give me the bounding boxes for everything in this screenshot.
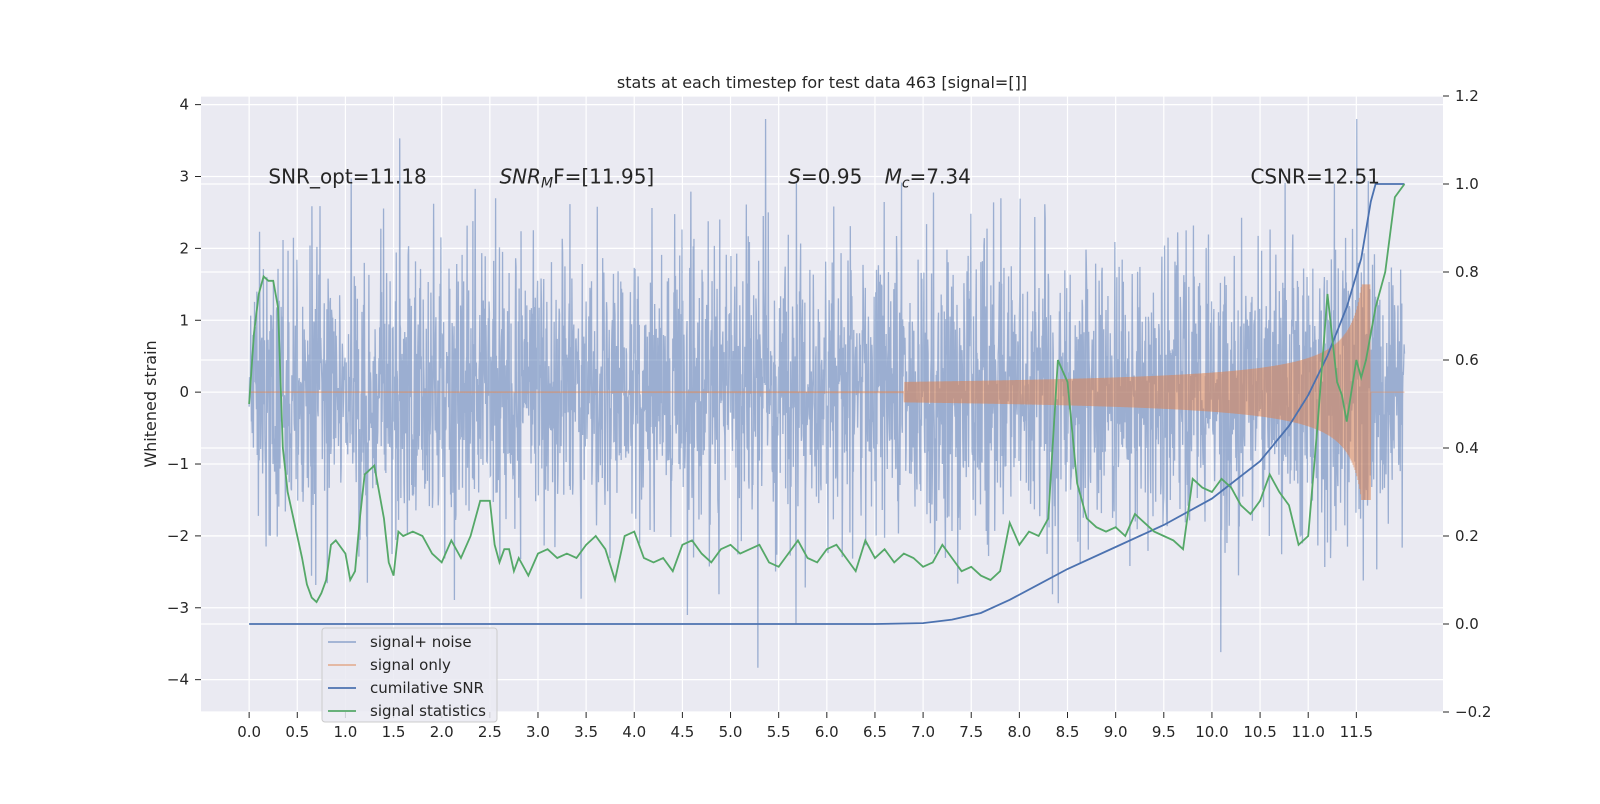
x-tick-label: 1.0 [333, 723, 357, 741]
axes: 0.0 0.5 1.0 1.5 2.0 2.5 3.0 3.5 4.0 4.5 5.0 5.5 6.0 6… [167, 87, 1492, 741]
y-tick-label: −4 [167, 671, 189, 689]
x-tick-label: 5.5 [767, 723, 791, 741]
legend-label: cumilative SNR [370, 679, 484, 697]
annotation-rest: F=[11.95] [553, 165, 654, 189]
y-tick-label: 1 [179, 311, 189, 329]
y2-tick-label: 0.8 [1455, 263, 1479, 281]
legend-box [321, 627, 498, 723]
series-signal-statistics [248, 183, 1406, 604]
y-tick-label: 4 [179, 96, 189, 114]
y-tick-label: −3 [167, 599, 189, 617]
y2-tick-label: −0.2 [1455, 703, 1491, 721]
annotation-3: Mc=7.34 [885, 165, 971, 192]
y2-tick-label: 1.0 [1455, 175, 1479, 193]
x-tick-label: 6.0 [815, 723, 839, 741]
annotations: SNR_opt=11.18 SNRMF=[11.95] S=0.95 Mc=7.34 C… [268, 165, 1380, 192]
x-tick-label: 0.5 [285, 723, 309, 741]
x-tick-label: 3.5 [574, 723, 598, 741]
x-tick-label: 0.0 [237, 723, 261, 741]
y2-tick-label: 0.4 [1455, 439, 1479, 457]
x-tick-label: 8.0 [1007, 723, 1031, 741]
x-tick-label: 4.5 [670, 723, 694, 741]
annotation-main: S [788, 165, 801, 189]
annotation-subscript: M [541, 176, 553, 192]
annotation-rest: =7.34 [910, 165, 971, 189]
annotation-main: SNR [499, 165, 541, 189]
annotation-rest: =0.95 [801, 165, 862, 189]
series-signal-only [248, 284, 1405, 500]
x-tick-label: 11.5 [1340, 723, 1373, 741]
y2-tick-label: 1.2 [1455, 87, 1479, 105]
series-layer [248, 118, 1406, 668]
legend: signal+ noise signal only cumilative SNR si… [321, 627, 498, 723]
y2-tick-label: 0.0 [1455, 615, 1479, 633]
x-tick-label: 2.0 [430, 723, 454, 741]
x-tick-label: 9.5 [1152, 723, 1176, 741]
annotation-subscript: c [902, 176, 910, 192]
annotation-main: M [885, 165, 902, 189]
legend-label: signal only [370, 656, 451, 674]
x-tick-label: 9.0 [1104, 723, 1128, 741]
y-tick-label: 2 [179, 239, 189, 257]
x-tick-label: 7.5 [959, 723, 983, 741]
chart-title: stats at each timestep for test data 463… [617, 73, 1027, 92]
y-tick-label: −2 [167, 527, 189, 545]
x-tick-label: 3.0 [526, 723, 550, 741]
legend-label: signal statistics [370, 702, 486, 720]
x-tick-label: 1.5 [382, 723, 406, 741]
y-axis-label: Whitened strain [141, 340, 160, 467]
x-tick-label: 2.5 [478, 723, 502, 741]
annotation-0: SNR_opt=11.18 [268, 165, 426, 189]
x-tick-label: 8.5 [1056, 723, 1080, 741]
x-tick-label: 10.5 [1243, 723, 1276, 741]
x-tick-label: 5.0 [719, 723, 743, 741]
y2-tick-label: 0.6 [1455, 351, 1479, 369]
x-tick-label: 6.5 [863, 723, 887, 741]
legend-label: signal+ noise [370, 633, 472, 651]
y-tick-label: 3 [179, 168, 189, 186]
x-tick-label: 11.0 [1292, 723, 1325, 741]
y-tick-label: 0 [179, 383, 189, 401]
x-tick-label: 7.0 [911, 723, 935, 741]
annotation-4: CSNR=12.51 [1250, 165, 1380, 189]
x-tick-label: 4.0 [622, 723, 646, 741]
annotation-1: SNRMF=[11.95] [499, 165, 654, 192]
y-tick-label: −1 [167, 455, 189, 473]
annotation-2: S=0.95 [788, 165, 862, 189]
y2-tick-label: 0.2 [1455, 527, 1479, 545]
x-tick-label: 10.0 [1195, 723, 1228, 741]
